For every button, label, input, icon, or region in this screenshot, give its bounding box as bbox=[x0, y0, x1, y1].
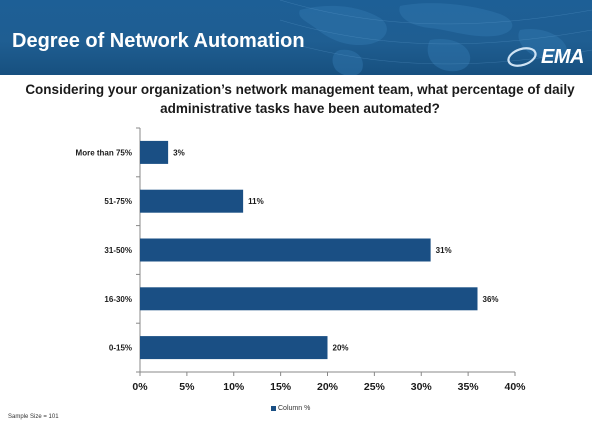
slide-header: Degree of Network Automation EMA bbox=[0, 0, 592, 75]
world-map-background bbox=[279, 0, 592, 75]
x-tick-label: 35% bbox=[458, 381, 480, 393]
bar bbox=[140, 189, 244, 213]
category-label: 51-75% bbox=[104, 197, 132, 206]
bar bbox=[140, 336, 328, 360]
x-tick-label: 30% bbox=[411, 381, 433, 393]
category-label: 0-15% bbox=[109, 344, 132, 353]
data-label: 36% bbox=[483, 295, 499, 304]
legend-label: Column % bbox=[278, 405, 311, 412]
category-label: More than 75% bbox=[76, 148, 132, 157]
x-tick-label: 25% bbox=[364, 381, 386, 393]
bar bbox=[140, 238, 431, 262]
data-label: 20% bbox=[333, 344, 349, 353]
slide-title: Degree of Network Automation bbox=[12, 30, 305, 52]
ema-logo-text: EMA bbox=[541, 46, 584, 68]
legend-swatch bbox=[271, 406, 276, 411]
x-tick-label: 0% bbox=[132, 381, 148, 393]
bar bbox=[140, 140, 169, 164]
x-tick-label: 20% bbox=[317, 381, 339, 393]
sample-size-footnote: Sample Size = 101 bbox=[8, 414, 59, 420]
data-label: 11% bbox=[248, 197, 264, 206]
x-tick-label: 15% bbox=[270, 381, 292, 393]
x-tick-label: 10% bbox=[223, 381, 245, 393]
x-tick-label: 5% bbox=[179, 381, 195, 393]
x-tick-label: 40% bbox=[504, 381, 526, 393]
bar bbox=[140, 287, 478, 311]
data-label: 31% bbox=[436, 246, 452, 255]
ema-logo-swoosh bbox=[507, 47, 537, 67]
category-label: 31-50% bbox=[104, 246, 132, 255]
chart-title: Considering your organization’s network … bbox=[25, 82, 575, 116]
chart-legend: Column % bbox=[271, 405, 310, 412]
data-label: 3% bbox=[173, 148, 185, 157]
category-label: 16-30% bbox=[104, 295, 132, 304]
